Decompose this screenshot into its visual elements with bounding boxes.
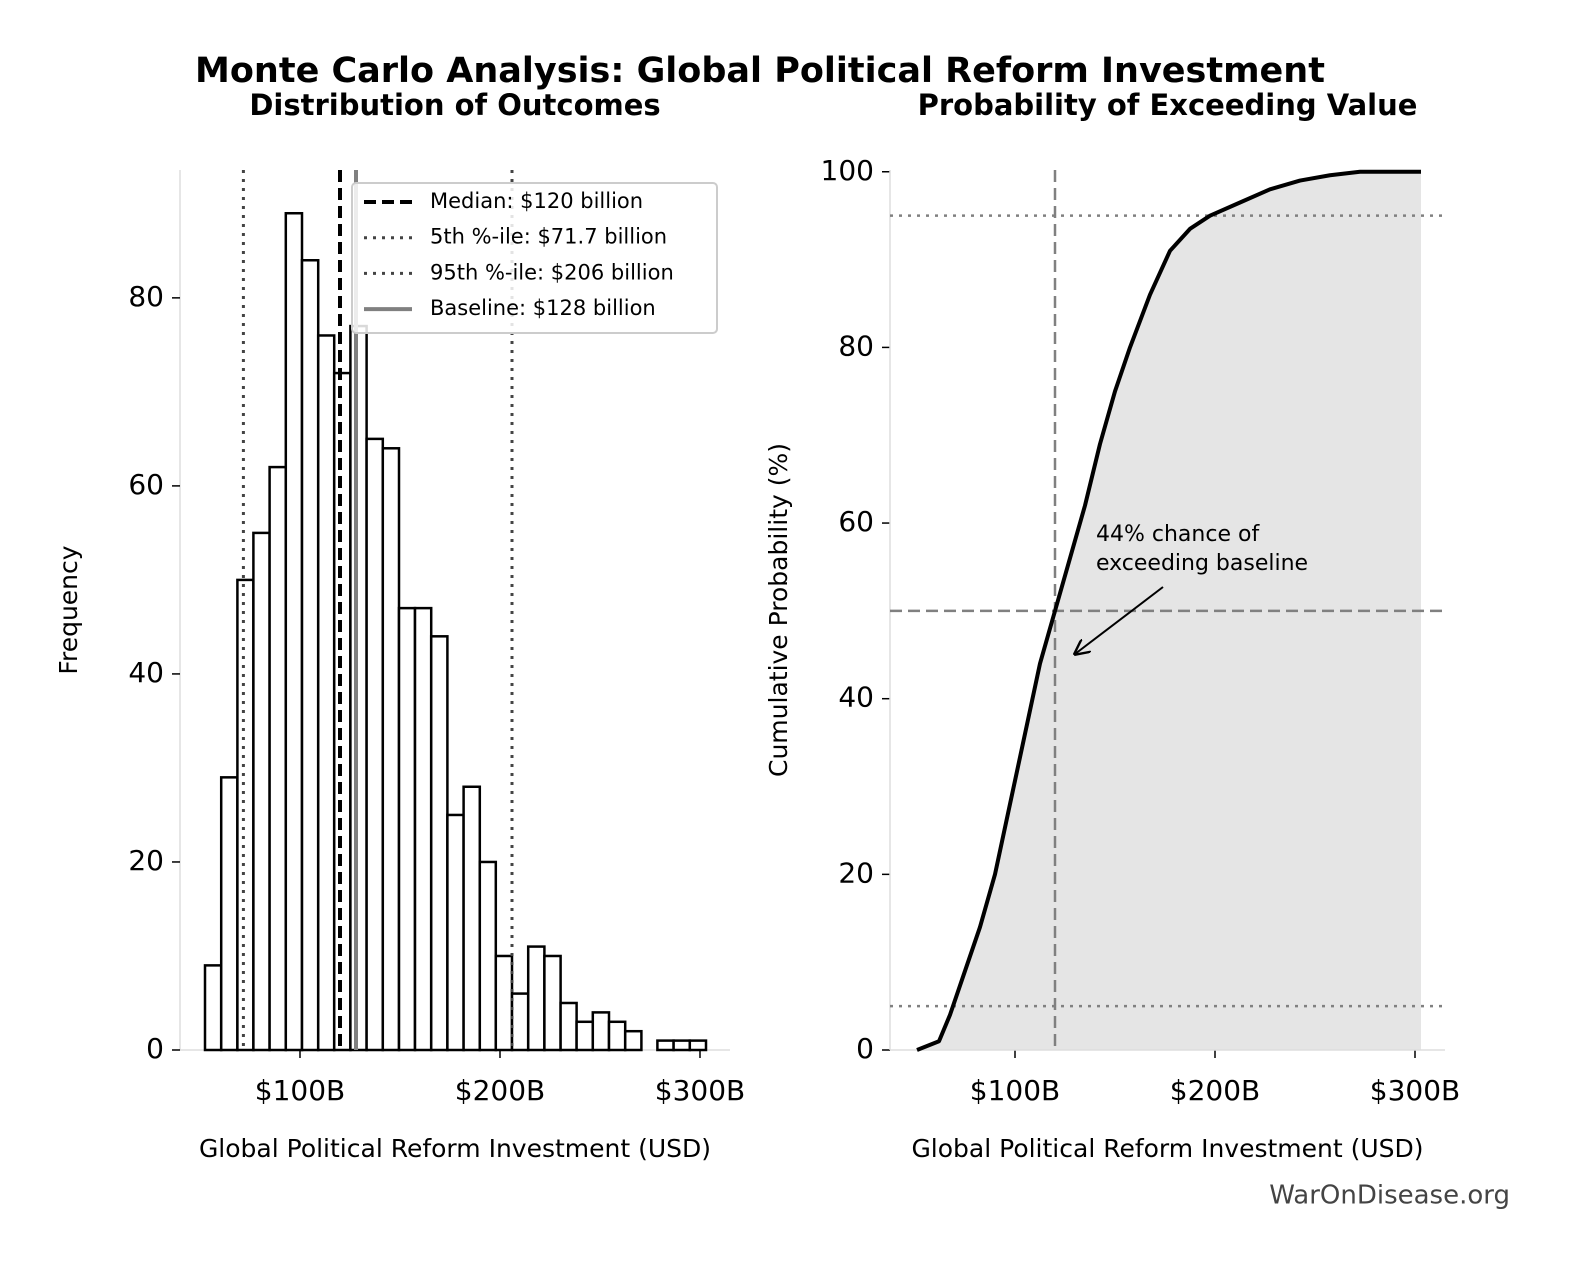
histogram-bar <box>559 1001 578 1052</box>
y-tick-label: 40 <box>128 656 164 689</box>
annotation-arrow <box>1075 586 1164 654</box>
histogram-bar <box>429 635 449 1052</box>
histogram-bar <box>543 954 562 1052</box>
histogram-bar <box>397 606 417 1052</box>
histogram-bar <box>478 860 498 1052</box>
y-tick-label: 0 <box>856 1032 874 1065</box>
x-axis-label: Global Political Reform Investment (USD) <box>199 1134 711 1163</box>
legend-box <box>351 182 718 334</box>
legend-label: Median: $120 billion <box>430 189 643 213</box>
y-tick-label: 0 <box>146 1032 164 1065</box>
histogram-bar <box>510 992 530 1052</box>
histogram-bar <box>688 1039 708 1052</box>
histogram-bar <box>623 1029 643 1052</box>
y-tick-label: 40 <box>838 681 874 714</box>
histogram-bar <box>446 813 465 1052</box>
legend-label: Baseline: $128 billion <box>430 296 656 320</box>
cdf-line <box>916 169 1421 1052</box>
histogram-bar <box>349 324 368 1052</box>
histogram-bar <box>575 1020 595 1052</box>
histogram-bar <box>381 447 401 1052</box>
main-title: Monte Carlo Analysis: Global Political R… <box>195 51 1325 91</box>
histogram-bar <box>332 371 352 1052</box>
y-tick-label: 100 <box>821 154 874 187</box>
subplot-title: Probability of Exceeding Value <box>918 88 1418 122</box>
x-tick-label: $300B <box>655 1074 745 1107</box>
x-tick-label: $100B <box>970 1074 1060 1107</box>
histogram-bar <box>365 437 385 1052</box>
y-tick-label: 60 <box>128 468 164 501</box>
y-tick-label: 80 <box>838 329 874 362</box>
histogram-bar <box>591 1011 611 1052</box>
x-tick-label: $200B <box>455 1074 545 1107</box>
histogram-bar <box>607 1020 627 1052</box>
x-axis-label: Global Political Reform Investment (USD) <box>911 1134 1423 1163</box>
histogram-bar <box>236 578 255 1052</box>
histogram-bar <box>219 776 239 1052</box>
y-tick-label: 80 <box>128 280 164 313</box>
histogram-bar <box>494 954 514 1052</box>
histogram-bar <box>268 465 288 1052</box>
histogram-bar <box>462 785 482 1052</box>
x-tick-label: $200B <box>1170 1074 1260 1107</box>
legend-label: 5th %-ile: $71.7 billion <box>430 225 667 249</box>
annotation-text: exceeding baseline <box>1096 551 1308 576</box>
y-tick-label: 20 <box>128 844 164 877</box>
histogram-bar <box>672 1039 692 1052</box>
histogram-bar <box>413 606 433 1052</box>
histogram-bar <box>656 1039 675 1052</box>
y-axis-label: Cumulative Probability (%) <box>764 443 793 777</box>
x-tick-label: $100B <box>255 1074 345 1107</box>
histogram-bar <box>526 945 546 1052</box>
subplot-title: Distribution of Outcomes <box>249 88 660 122</box>
x-tick-label: $300B <box>1370 1074 1460 1107</box>
histogram-bar <box>284 211 304 1052</box>
histogram-bar <box>300 259 320 1052</box>
histogram-bar <box>203 964 223 1052</box>
y-axis-label: Frequency <box>54 545 83 674</box>
legend-label: 95th %-ile: $206 billion <box>430 260 674 284</box>
y-tick-label: 20 <box>838 856 874 889</box>
histogram-bar <box>316 334 336 1052</box>
annotation-text: 44% chance of <box>1096 522 1260 547</box>
histogram-bar <box>252 531 271 1052</box>
y-tick-label: 60 <box>838 505 874 538</box>
footer: WarOnDisease.org <box>1269 1181 1510 1211</box>
